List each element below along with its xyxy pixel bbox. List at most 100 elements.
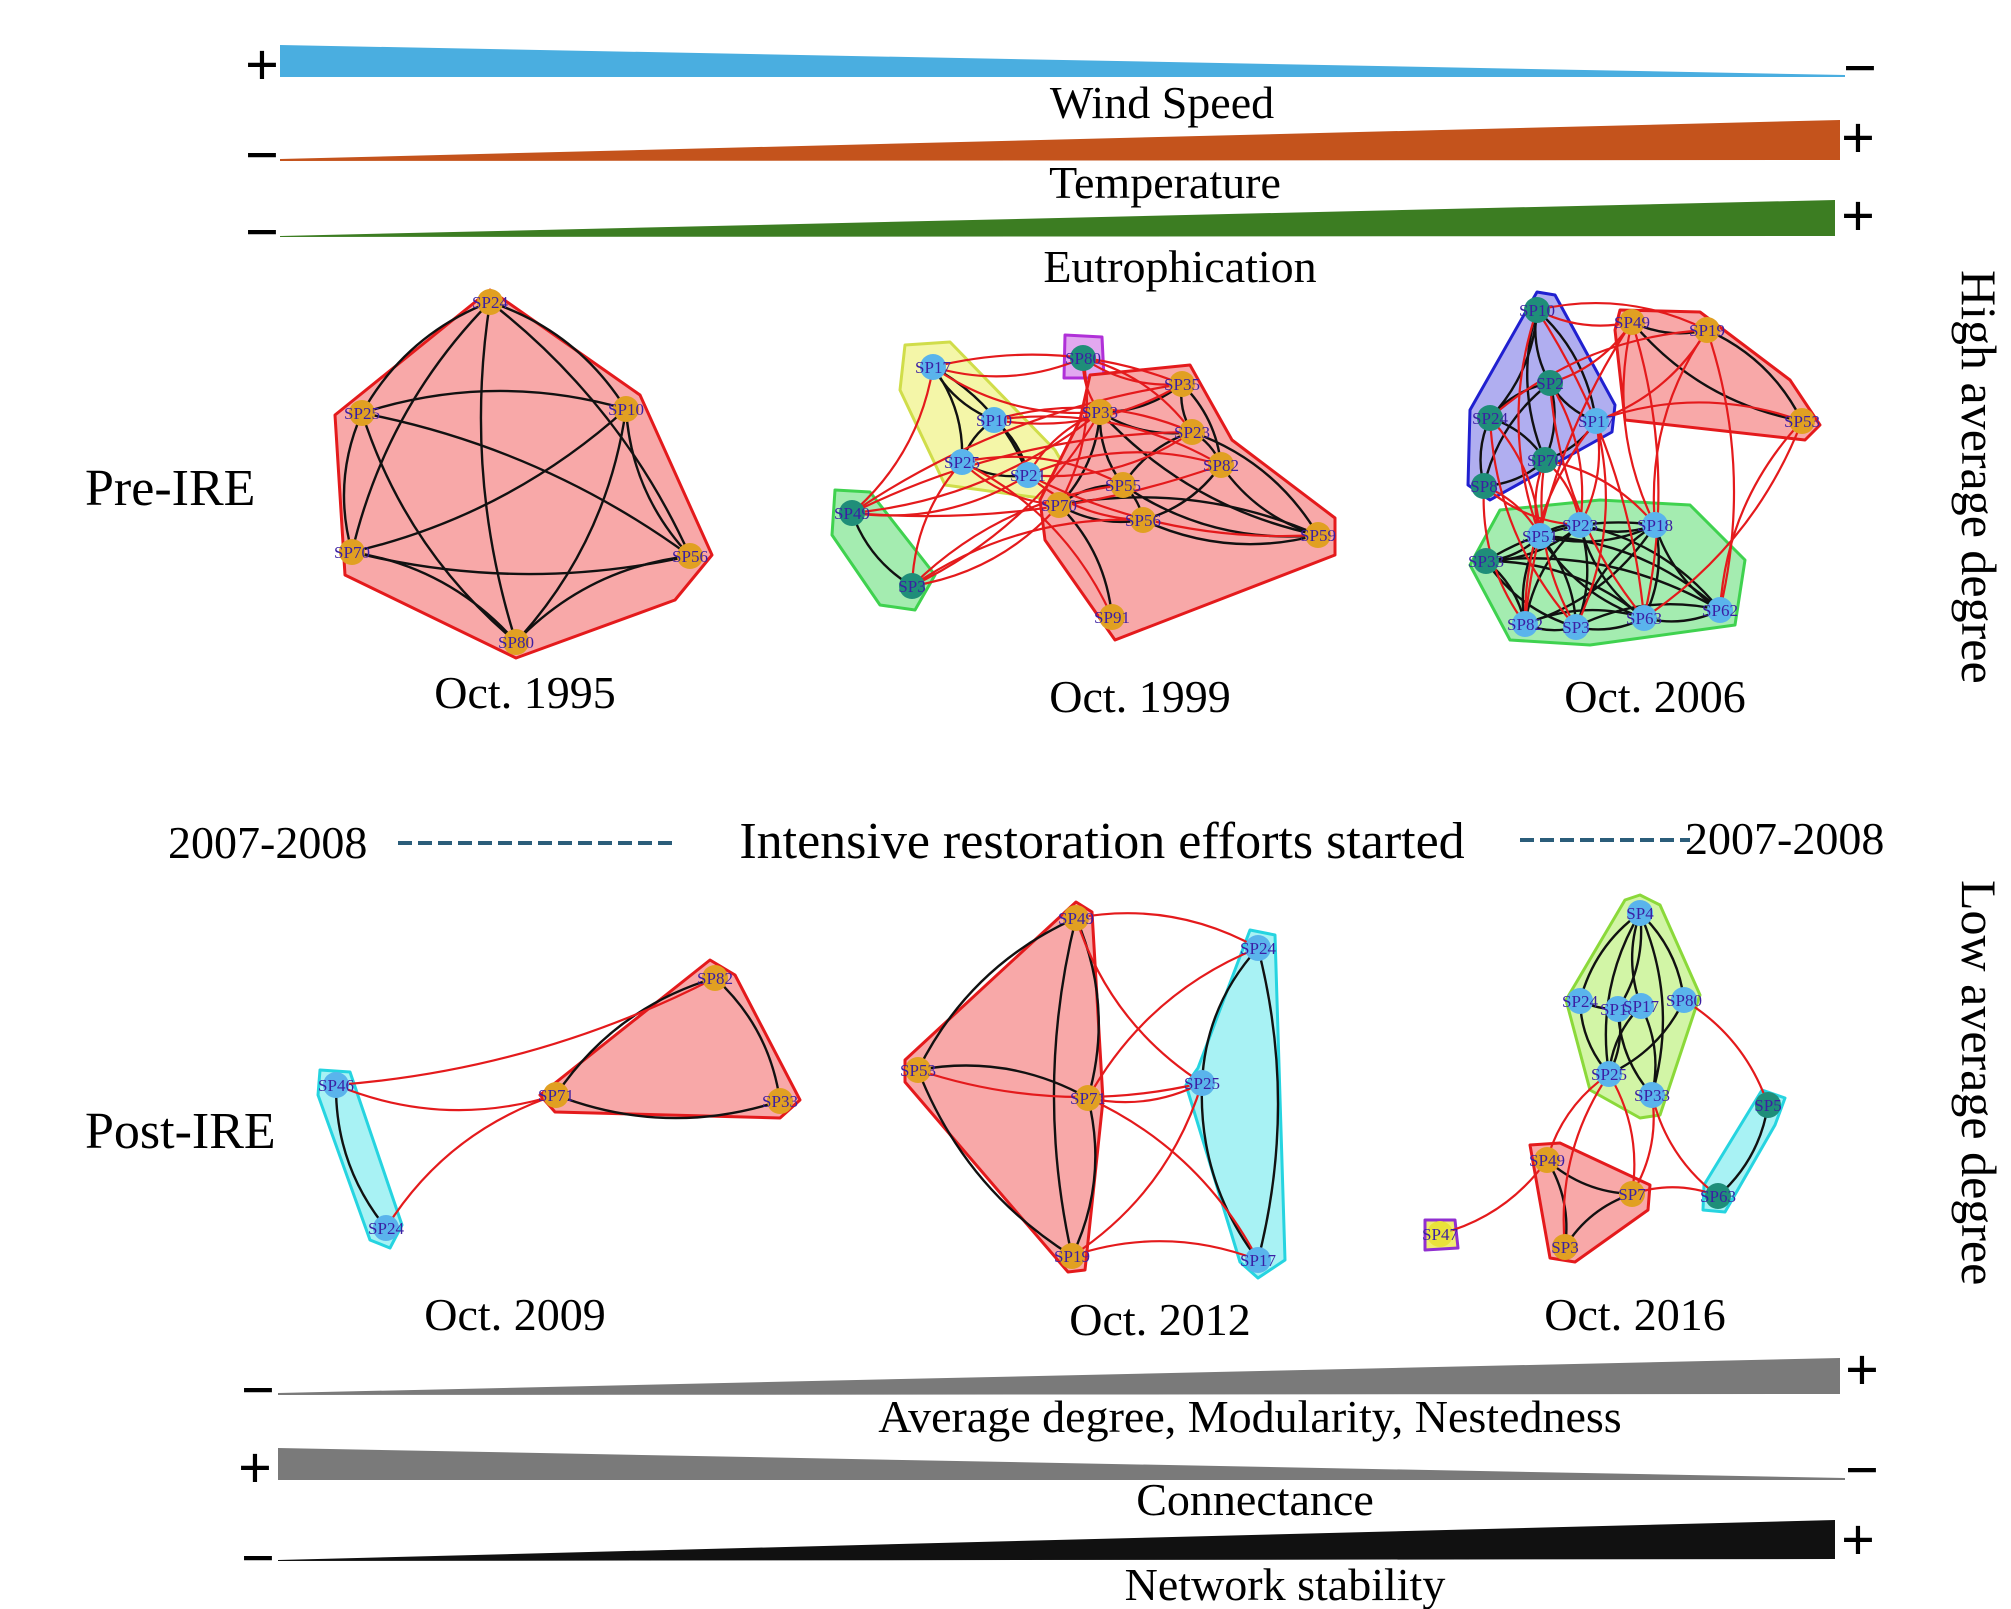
node-circle [905,1057,931,1083]
node-1999-sp70: SP70 [1041,492,1077,518]
node-circle [1639,1082,1665,1108]
node-label: SP71 [1070,1089,1106,1108]
node-1999-sp10: SP10 [976,407,1012,433]
edge-2012-sp24-sp25 [1200,947,1259,1084]
divider-left-year: 2007-2008 [168,817,367,868]
low-average-degree-label: Low average degree [1951,880,2007,1285]
wind-speed-gradient: + − Wind Speed [245,32,1877,128]
edge-2012-sp19-sp25 [1071,1082,1204,1257]
node-label: SP25 [1591,1065,1627,1084]
edge-1999-sp21-sp56 [1027,474,1144,522]
edge-2012-sp53-sp25 [917,1068,1203,1099]
node-circle [1705,1183,1731,1209]
module-hulls [316,288,1822,1280]
node-circle [1552,1234,1578,1260]
edge-2009-sp71-sp82 [555,976,716,1096]
eutrophication-gradient: − + Eutrophication [245,183,1875,292]
node-circle [1110,472,1136,498]
node-circle [767,1088,793,1114]
eutrophication-wedge [280,200,1835,237]
node-circle [1179,419,1205,445]
node-1999-sp23: SP23 [1174,419,1210,445]
node-label: SP70 [334,543,370,562]
network-title-1999: Oct. 1999 [1049,671,1230,722]
node-2006-sp82: SP82 [1507,611,1543,637]
node-2016-sp47: SP47 [1422,1221,1458,1247]
pre-ire-label: Pre-IRE [85,460,255,517]
network-stability-label: Network stability [1125,1559,1446,1609]
node-label: SP24 [1240,939,1276,958]
edge-1995-sp25-sp10 [361,389,627,415]
divider-right-year: 2007-2008 [1685,813,1884,864]
node-2006-sp51: SP51 [1522,523,1558,549]
node-1999-sp21: SP21 [1010,462,1046,488]
node-1999-sp25: SP25 [944,449,980,475]
node-circle [1099,604,1125,630]
node-label: SP10 [976,411,1012,430]
temperature-left-sign: − [245,122,279,188]
node-circle [1477,405,1503,431]
node-label: SP47 [1422,1225,1458,1244]
edge-1999-sp25-sp55 [961,455,1124,486]
edge-2006-sp18-sp33 [1485,521,1656,563]
edge-2012-sp71-sp19 [1070,1097,1097,1257]
node-circle [1059,1243,1085,1269]
node-circle [613,396,639,422]
node-label: SP25 [944,453,980,472]
node-2006-sp23: SP23 [1562,512,1598,538]
node-2016-sp4: SP4 [1626,900,1654,926]
edge-2012-sp25-sp17 [1200,1082,1259,1261]
node-label: SP55 [1105,476,1141,495]
edge-2009-sp46-sp82 [335,977,716,1087]
edge-1995-sp70-sp80 [351,550,517,643]
node-label: SP21 [1010,466,1046,485]
node-circle [1567,988,1593,1014]
edge-2016-sp4-sp25 [1604,912,1642,1075]
wind-speed-label: Wind Speed [1050,77,1274,128]
temperature-wedge [280,120,1840,161]
node-label: SP17 [1578,412,1614,431]
node-circle [1015,462,1041,488]
network-title-2012: Oct. 2012 [1069,1294,1250,1345]
node-1999-sp17: SP17 [915,354,951,380]
node-label: SP82 [697,969,733,988]
node-circle [702,965,728,991]
node-circle [949,449,975,475]
node-1995-sp56: SP56 [672,543,708,569]
connectance-left-sign: + [238,1435,272,1501]
node-1999-sp55: SP55 [1105,472,1141,498]
node-label: SP19 [1054,1247,1090,1266]
node-circle [1619,1181,1645,1207]
node-label: SP5 [1754,1096,1781,1115]
node-circle [503,629,529,655]
node-1999-sp56: SP56 [1125,507,1161,533]
edge-2006-sp17-sp82 [1523,420,1597,625]
node-2006-sp33: SP33 [1468,548,1504,574]
node-label: SP49 [1614,313,1650,332]
node-circle [1527,523,1553,549]
edge-2006-sp53-sp63 [1643,420,1804,619]
edge-2012-sp71-sp24 [1087,946,1259,1099]
node-2012-sp71: SP71 [1070,1085,1106,1111]
node-label: SP49 [834,504,870,523]
edge-2006-sp24-sp19 [1489,328,1708,419]
node-label: SP70 [1041,496,1077,515]
edge-2012-sp49-sp25 [1074,917,1203,1084]
node-2006-sp3: SP3 [1562,614,1590,640]
node-label: SP18 [1637,516,1673,535]
node-2016-sp80: SP80 [1666,987,1702,1013]
edge-1995-sp10-sp80 [515,408,628,643]
node-circle [1789,408,1815,434]
degree-modularity-nestedness-wedge [278,1358,1840,1395]
edge-1999-sp49-sp21 [851,474,1029,517]
node-circle [1534,1147,1560,1173]
edge-1999-sp21-sp82 [1027,451,1222,477]
edge-1995-sp25-sp70 [342,412,364,553]
edge-1999-sp70-sp91 [1058,504,1114,618]
node-circle [339,539,365,565]
edge-2006-sp17-sp53 [1595,401,1803,423]
node-label: SP53 [900,1061,936,1080]
module-2016-red [1528,1141,1652,1264]
edge-2012-sp19-sp17 [1071,1240,1259,1262]
node-2012-sp17: SP17 [1240,1247,1276,1273]
